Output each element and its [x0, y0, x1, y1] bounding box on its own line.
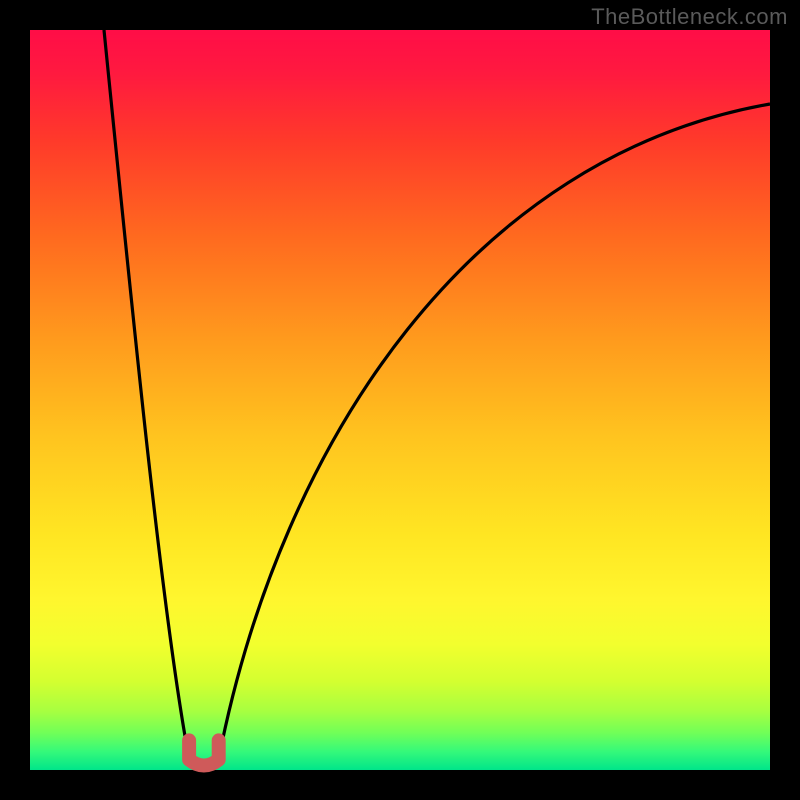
- chart-root: TheBottleneck.com: [0, 0, 800, 800]
- chart-svg: [0, 0, 800, 800]
